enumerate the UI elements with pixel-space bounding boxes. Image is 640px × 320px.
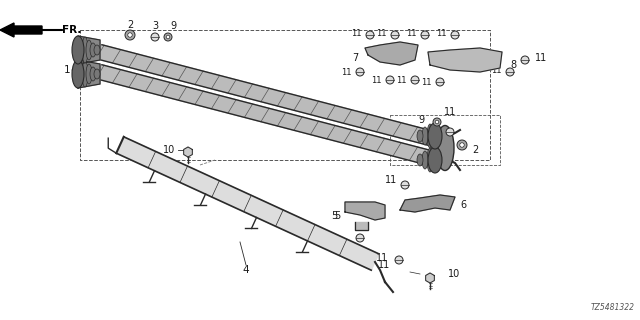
Text: 7: 7 <box>352 53 358 63</box>
Text: 11: 11 <box>378 260 390 270</box>
Text: 11: 11 <box>342 68 352 76</box>
Polygon shape <box>365 42 418 65</box>
Text: 11: 11 <box>376 253 388 263</box>
Ellipse shape <box>90 43 96 57</box>
Ellipse shape <box>427 148 433 172</box>
Circle shape <box>411 76 419 84</box>
Ellipse shape <box>422 127 428 145</box>
Ellipse shape <box>72 60 84 88</box>
Ellipse shape <box>428 147 442 173</box>
Ellipse shape <box>428 123 442 149</box>
Text: 3: 3 <box>152 21 158 31</box>
Circle shape <box>366 31 374 39</box>
FancyArrow shape <box>0 23 42 37</box>
Text: 9: 9 <box>418 115 424 125</box>
Polygon shape <box>400 195 455 212</box>
Text: 10: 10 <box>448 269 460 279</box>
Ellipse shape <box>417 130 423 142</box>
Circle shape <box>125 30 135 40</box>
Circle shape <box>446 128 454 136</box>
Text: 2: 2 <box>127 20 133 30</box>
Circle shape <box>457 140 467 150</box>
Polygon shape <box>78 36 100 64</box>
Text: 11: 11 <box>397 76 407 84</box>
Polygon shape <box>116 137 379 270</box>
Circle shape <box>386 76 394 84</box>
Text: 4: 4 <box>243 265 250 275</box>
Ellipse shape <box>72 36 84 64</box>
Circle shape <box>521 56 529 64</box>
Text: 2: 2 <box>472 145 478 155</box>
Circle shape <box>401 181 409 189</box>
Circle shape <box>421 31 429 39</box>
Text: 11: 11 <box>376 28 387 37</box>
Circle shape <box>395 256 403 264</box>
Text: 3: 3 <box>431 123 437 133</box>
Ellipse shape <box>417 154 423 166</box>
Ellipse shape <box>422 151 428 169</box>
Ellipse shape <box>94 69 100 79</box>
Text: FR.: FR. <box>62 25 81 35</box>
Text: 11: 11 <box>385 175 397 185</box>
Text: 1: 1 <box>63 65 70 75</box>
Ellipse shape <box>436 125 454 171</box>
Circle shape <box>435 120 439 124</box>
Polygon shape <box>78 60 100 88</box>
Ellipse shape <box>86 64 92 84</box>
Circle shape <box>451 31 459 39</box>
Ellipse shape <box>94 45 100 55</box>
Text: 5: 5 <box>331 211 337 221</box>
Ellipse shape <box>86 40 92 60</box>
Text: 11: 11 <box>492 66 502 75</box>
Circle shape <box>128 33 132 37</box>
Polygon shape <box>184 147 193 157</box>
Text: 11: 11 <box>351 28 362 37</box>
Polygon shape <box>428 48 502 72</box>
Polygon shape <box>98 45 432 145</box>
Ellipse shape <box>90 67 96 81</box>
Polygon shape <box>345 202 385 220</box>
Polygon shape <box>355 222 368 230</box>
Ellipse shape <box>427 124 433 148</box>
Circle shape <box>391 31 399 39</box>
Polygon shape <box>426 273 435 283</box>
Polygon shape <box>98 65 432 165</box>
Circle shape <box>460 143 464 147</box>
Circle shape <box>506 68 514 76</box>
Text: TZ5481322: TZ5481322 <box>591 303 635 312</box>
Circle shape <box>164 33 172 41</box>
Ellipse shape <box>82 37 88 63</box>
Text: 9: 9 <box>170 21 176 31</box>
Text: 11: 11 <box>422 77 432 86</box>
Text: 11: 11 <box>444 107 456 117</box>
Text: 11: 11 <box>436 28 447 37</box>
Circle shape <box>356 234 364 242</box>
Circle shape <box>356 68 364 76</box>
Ellipse shape <box>82 61 88 87</box>
Circle shape <box>433 118 441 126</box>
Text: 10: 10 <box>163 145 175 155</box>
Text: 5: 5 <box>333 211 340 221</box>
Text: 6: 6 <box>460 200 466 210</box>
Circle shape <box>151 33 159 41</box>
Circle shape <box>436 78 444 86</box>
Text: 11: 11 <box>406 28 417 37</box>
Text: 11: 11 <box>535 53 547 63</box>
Text: 8: 8 <box>510 60 516 70</box>
Circle shape <box>166 35 170 39</box>
Text: 11: 11 <box>371 76 382 84</box>
